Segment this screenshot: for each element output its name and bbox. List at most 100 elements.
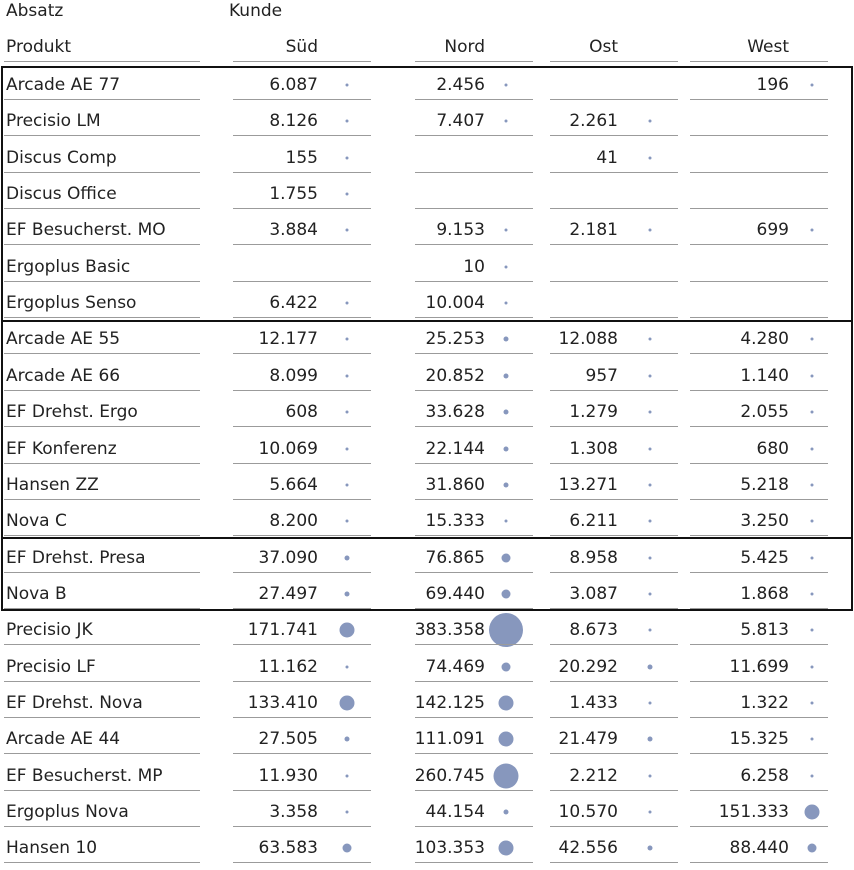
value-west: 1.868	[740, 583, 789, 604]
cell-sued: 8.099	[233, 358, 318, 394]
table-row: Nova C 8.200 15.333 6.211 3.250	[0, 503, 854, 539]
value-bubble-icon	[648, 374, 652, 378]
value-west: 680	[756, 438, 789, 459]
value-nord: 31.860	[425, 474, 485, 495]
value-sued: 3.884	[269, 220, 318, 241]
table-row: EF Drehst. Nova 133.410 142.125 1.433 1.322	[0, 685, 854, 721]
value-ost: 13.271	[558, 474, 618, 495]
cell-nord: 20.852	[415, 358, 485, 394]
table-row: Precisio LF 11.162 74.469 20.292 11.699	[0, 649, 854, 685]
value-bubble-icon	[493, 763, 519, 789]
value-west: 6.258	[740, 765, 789, 786]
value-bubble-icon	[339, 622, 355, 638]
value-bubble-icon	[648, 810, 652, 814]
value-nord: 69.440	[425, 583, 485, 604]
cell-west	[690, 176, 789, 212]
value-sued: 171.741	[247, 620, 318, 641]
value-bubble-icon	[501, 662, 511, 672]
value-ost: 1.433	[569, 692, 618, 713]
value-ost: 42.556	[558, 838, 618, 859]
value-bubble-icon	[648, 156, 652, 160]
product-name: Ergoplus Basic	[6, 256, 131, 277]
cell-sued: 608	[233, 394, 318, 430]
cell-nord: 7.407	[415, 103, 485, 139]
value-bubble-icon	[810, 737, 814, 741]
value-bubble-icon	[810, 410, 814, 414]
product-name: Precisio LM	[6, 111, 101, 132]
value-west: 11.699	[729, 656, 789, 677]
table-row: Ergoplus Basic 10	[0, 249, 854, 285]
value-sued: 133.410	[247, 692, 318, 713]
value-ost: 41	[596, 147, 618, 168]
cell-nord: 31.860	[415, 467, 485, 503]
value-bubble-icon	[810, 447, 814, 450]
column-header-ost: Ost	[589, 37, 618, 57]
value-bubble-icon	[648, 556, 652, 560]
value-bubble-icon	[810, 592, 814, 596]
value-bubble-icon	[345, 337, 349, 341]
cell-nord: 44.154	[415, 794, 485, 830]
value-bubble-icon	[648, 228, 652, 232]
value-nord: 260.745	[414, 765, 485, 786]
value-bubble-icon	[345, 228, 349, 232]
table-row: EF Drehst. Ergo 608 33.628 1.279 2.055	[0, 394, 854, 430]
value-bubble-icon	[345, 810, 349, 814]
value-bubble-icon	[503, 373, 509, 379]
value-bubble-icon	[345, 665, 349, 669]
product-name: EF Besucherst. MP	[6, 765, 163, 786]
value-bubble-icon	[648, 410, 652, 414]
value-bubble-icon	[807, 843, 817, 853]
cell-ost: 2.181	[550, 212, 618, 248]
cell-west: 5.425	[690, 540, 789, 576]
cell-nord: 25.253	[415, 321, 485, 357]
cell-ost: 3.087	[550, 576, 618, 612]
value-nord: 33.628	[425, 402, 485, 423]
value-bubble-icon	[345, 156, 349, 160]
value-west: 151.333	[718, 802, 789, 822]
cell-sued: 10.069	[233, 431, 318, 467]
cell-sued: 133.410	[233, 685, 318, 721]
value-west: 699	[756, 220, 789, 241]
value-bubble-icon	[504, 519, 508, 523]
value-bubble-icon	[648, 447, 652, 450]
value-bubble-icon	[345, 83, 349, 87]
row-dimension-label: Produkt	[6, 37, 72, 57]
value-bubble-icon	[503, 409, 509, 415]
value-sued: 8.126	[269, 111, 318, 132]
cell-ost: 13.271	[550, 467, 618, 503]
value-nord: 74.469	[425, 656, 485, 677]
cell-nord	[415, 176, 485, 212]
cell-west: 88.440	[690, 830, 789, 866]
value-bubble-icon	[504, 228, 508, 232]
cell-ost: 1.279	[550, 394, 618, 430]
value-bubble-icon	[648, 701, 652, 705]
value-bubble-icon	[345, 192, 349, 196]
cell-ost: 1.433	[550, 685, 618, 721]
product-name: EF Drehst. Ergo	[6, 402, 138, 423]
cell-west	[690, 140, 789, 176]
cell-ost: 21.479	[550, 721, 618, 757]
value-west: 5.425	[740, 547, 789, 568]
table-row: EF Besucherst. MO 3.884 9.153 2.181 699	[0, 212, 854, 248]
value-bubble-icon	[501, 553, 511, 563]
cell-sued: 171.741	[233, 612, 318, 648]
product-name: EF Drehst. Presa	[6, 547, 146, 568]
cell-west	[690, 285, 789, 321]
cell-west: 5.813	[690, 612, 789, 648]
value-sued: 11.930	[258, 765, 318, 786]
product-name: Ergoplus Nova	[6, 802, 129, 822]
cell-nord: 22.144	[415, 431, 485, 467]
value-sued: 11.162	[258, 656, 318, 677]
cell-west: 1.868	[690, 576, 789, 612]
value-bubble-icon	[339, 695, 355, 711]
cell-nord: 9.153	[415, 212, 485, 248]
cell-ost: 1.308	[550, 431, 618, 467]
column-header-nord: Nord	[444, 37, 485, 57]
product-name: EF Konferenz	[6, 438, 117, 459]
cell-nord: 383.358	[415, 612, 485, 648]
column-header-west: West	[747, 37, 789, 57]
cell-west: 6.258	[690, 758, 789, 794]
cell-ost: 6.211	[550, 503, 618, 539]
value-ost: 1.308	[569, 438, 618, 459]
value-bubble-icon	[648, 119, 652, 123]
